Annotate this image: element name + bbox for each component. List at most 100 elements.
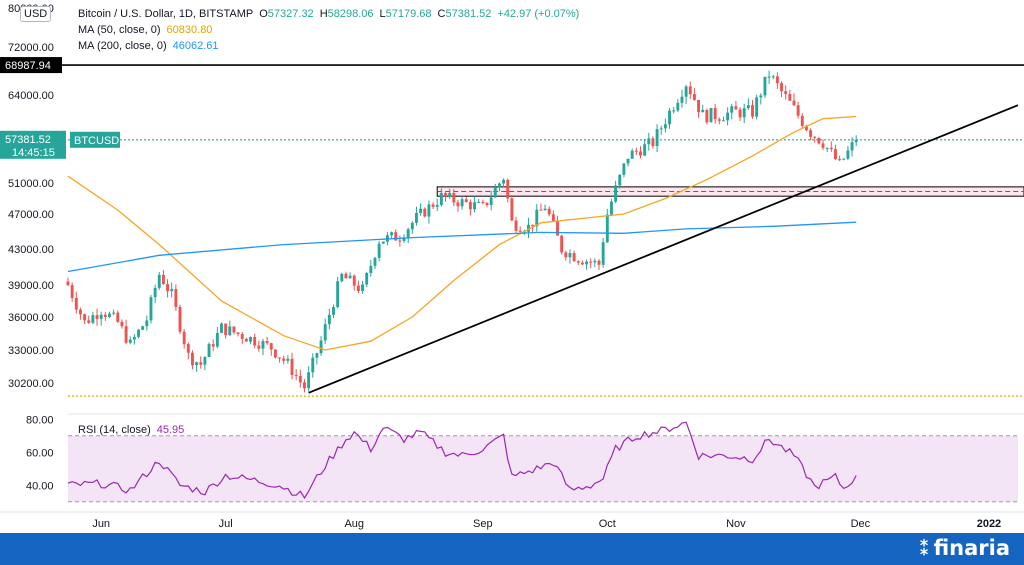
candle-up (477, 198, 481, 203)
candle-body (850, 142, 854, 151)
candle-up (493, 183, 497, 198)
candle-body (303, 382, 306, 389)
y-tick-label: 39000.00 (8, 280, 54, 292)
candle-body (373, 257, 377, 266)
candle-body (103, 314, 107, 317)
high-value: 58298.06 (327, 8, 374, 20)
currency-button[interactable]: USD (20, 6, 52, 22)
candle-up (722, 116, 725, 122)
candle-down (182, 329, 186, 349)
candle-body (527, 224, 530, 232)
candle-down (464, 196, 468, 203)
candle-up (497, 182, 501, 192)
candle-body (593, 260, 597, 263)
candle-down (456, 199, 460, 212)
candle-body (439, 193, 443, 205)
candle-body (502, 179, 506, 184)
candle-body (473, 202, 477, 210)
candle-body (468, 202, 472, 210)
x-tick-label: Jun (92, 518, 110, 530)
candle-down (70, 282, 74, 302)
candle-body (253, 337, 257, 346)
rsi-band (68, 435, 1018, 502)
candle-up (763, 76, 767, 98)
candle-down (290, 352, 294, 380)
candle-up (767, 70, 771, 84)
candle-down (232, 326, 236, 335)
candle-body (688, 86, 692, 95)
candle-down (784, 85, 788, 100)
candle-down (298, 369, 302, 388)
candle-body (659, 128, 663, 130)
legend: Bitcoin / U.S. Dollar, 1D, BITSTAMP O573… (78, 6, 579, 54)
y-tick-label: 72000.00 (8, 42, 54, 54)
candle-down (580, 260, 584, 266)
candle-up (846, 146, 850, 161)
candle-body (846, 150, 850, 159)
candle-body (149, 297, 153, 321)
open-value: 57327.32 (267, 8, 314, 20)
candle-body (153, 287, 157, 298)
brand-logo: ⁑ finaria (919, 536, 1010, 560)
candle-body (240, 334, 244, 339)
low-value: 57179.68 (385, 8, 432, 20)
candle-body (348, 275, 352, 279)
candle-up (622, 163, 626, 178)
candle-up (742, 103, 746, 124)
candle-body (663, 124, 667, 129)
candle-body (116, 312, 120, 322)
candle-up (726, 107, 730, 126)
candle-body (809, 130, 813, 137)
candle-body (751, 105, 754, 117)
candle-body (228, 326, 232, 336)
candle-body (178, 306, 182, 332)
candle-up (132, 334, 136, 345)
candle-up (568, 249, 572, 264)
candle-body (319, 340, 323, 354)
candle-body (817, 137, 821, 144)
candle-down (688, 81, 692, 99)
candle-down (780, 81, 783, 98)
candle-up (585, 259, 589, 270)
rsi-legend[interactable]: RSI (14, close) 45.95 (78, 424, 184, 436)
candle-body (543, 208, 547, 211)
candle-body (294, 374, 298, 376)
candle-body (191, 352, 194, 366)
candle-down (813, 136, 817, 143)
candle-body (722, 120, 725, 122)
candle-down (705, 108, 709, 125)
candle-up (348, 272, 352, 279)
candle-body (647, 138, 651, 145)
candle-body (137, 329, 140, 337)
candle-body (340, 273, 344, 282)
candle-up (149, 294, 153, 324)
ma50-label: MA (50, close, 0) (78, 24, 161, 36)
candle-down (572, 250, 576, 262)
legend-ma50[interactable]: MA (50, close, 0) 60830.80 (78, 22, 579, 38)
candle-body (556, 220, 559, 236)
candle-body (311, 357, 315, 373)
candle-body (70, 285, 74, 298)
legend-ma200[interactable]: MA (200, close, 0) 46062.61 (78, 38, 579, 54)
candle-down (775, 72, 779, 90)
y-tick-label: 33000.00 (8, 345, 54, 357)
candle-body (236, 332, 240, 335)
candle-down (551, 210, 555, 222)
chart-canvas[interactable]: 80000.0072000.0064000.0051000.0047000.00… (0, 0, 1024, 533)
candle-body (211, 344, 215, 347)
candle-body (634, 150, 638, 152)
candle-body (99, 314, 103, 319)
candle-body (290, 358, 294, 375)
candle-down (510, 194, 514, 222)
candle-body (730, 106, 734, 113)
candle-up (153, 284, 157, 304)
symbol-label[interactable]: Bitcoin / U.S. Dollar, 1D, BITSTAMP (78, 8, 254, 20)
candle-body (829, 147, 833, 150)
candle-body (361, 284, 364, 292)
candle-body (771, 76, 775, 78)
candle-body (327, 314, 331, 325)
candle-up (145, 315, 149, 331)
candle-body (713, 108, 717, 120)
candle-down (116, 310, 120, 323)
